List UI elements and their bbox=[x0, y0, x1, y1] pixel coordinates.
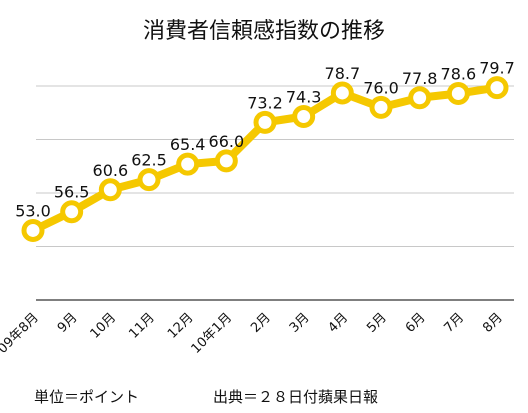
data-point bbox=[408, 86, 432, 110]
data-point bbox=[485, 76, 509, 100]
data-point bbox=[137, 168, 161, 192]
data-point bbox=[369, 95, 393, 119]
x-tick-label: 8月 bbox=[480, 310, 506, 336]
unit-note: 単位＝ポイント bbox=[34, 388, 140, 406]
data-label: 56.5 bbox=[54, 183, 90, 202]
x-tick-label: 10月 bbox=[88, 310, 119, 341]
data-label: 60.6 bbox=[93, 161, 129, 180]
x-tick-label: 12月 bbox=[165, 310, 196, 341]
data-label: 76.0 bbox=[363, 78, 399, 97]
x-tick-label: 10年1月 bbox=[189, 310, 236, 357]
data-point bbox=[60, 200, 84, 224]
x-tick-label: 2月 bbox=[248, 310, 274, 336]
data-label: 73.2 bbox=[247, 93, 283, 112]
data-point bbox=[98, 178, 122, 202]
data-label: 62.5 bbox=[131, 151, 167, 170]
x-tick-label: 11月 bbox=[126, 310, 157, 341]
data-point bbox=[253, 110, 277, 134]
source-note: 出典＝２８日付蘋果日報 bbox=[213, 388, 379, 406]
data-point bbox=[21, 218, 45, 242]
data-point bbox=[446, 81, 470, 105]
data-labels: 53.056.560.662.565.4 66.0 73.2 74.378.776.0… bbox=[15, 59, 515, 221]
data-label: 78.6 bbox=[441, 64, 477, 83]
data-point bbox=[176, 152, 200, 176]
x-tick-label: 7月 bbox=[442, 310, 468, 336]
data-label: 79.7 bbox=[479, 59, 515, 78]
x-tick-label: 5月 bbox=[364, 310, 390, 336]
data-label: 77.8 bbox=[402, 69, 438, 88]
data-label: 66.0 bbox=[209, 132, 245, 151]
data-label: 53.0 bbox=[15, 201, 51, 220]
data-point bbox=[330, 81, 354, 105]
x-tick-label: 09年8月 bbox=[0, 310, 42, 357]
data-label: 74.3 bbox=[286, 87, 322, 106]
data-point bbox=[292, 104, 316, 128]
chart-title: 消費者信頼感指数の推移 bbox=[143, 19, 385, 44]
data-point bbox=[214, 149, 238, 173]
x-tick-label: 4月 bbox=[326, 310, 352, 336]
x-tick-label: 9月 bbox=[55, 310, 81, 336]
data-label: 65.4 bbox=[170, 135, 206, 154]
data-markers bbox=[21, 76, 509, 242]
x-tick-label: 6月 bbox=[403, 310, 429, 336]
data-label: 78.7 bbox=[325, 64, 361, 83]
x-tick-label: 3月 bbox=[287, 310, 313, 336]
